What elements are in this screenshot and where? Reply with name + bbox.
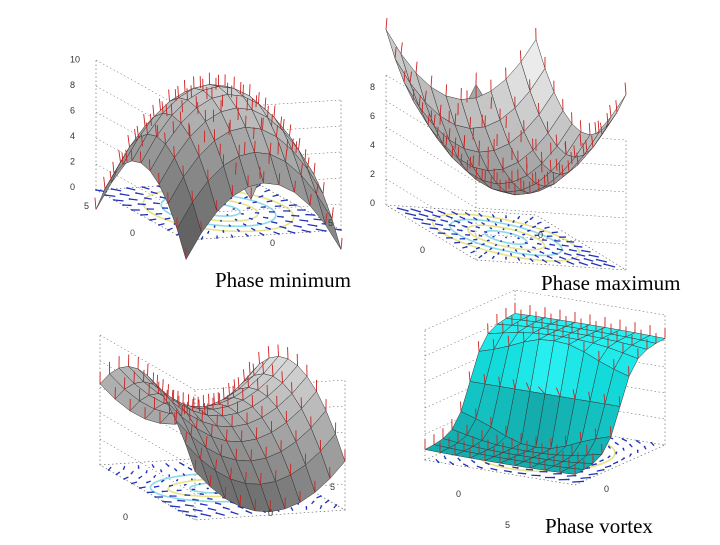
caption-phase-vortex: Phase vortex xyxy=(545,514,653,538)
x-tick-saddle-0: 0 xyxy=(123,512,128,522)
x-tick-vortex-0: 0 xyxy=(456,489,461,499)
panel-phase-maximum: 0 2 4 6 8 0 0 xyxy=(370,18,626,270)
z-tick-max-8: 8 xyxy=(370,82,375,92)
y-tick-min-5: 5 xyxy=(328,218,333,228)
z-tick-min-0: 0 xyxy=(70,182,75,192)
z-tick-min-2: 2 xyxy=(70,157,75,167)
z-tick-max-4: 4 xyxy=(370,140,375,150)
z-tick-max-0: 0 xyxy=(370,198,375,208)
phase-maximum-vector-field xyxy=(397,208,615,267)
z-tick-min-10: 10 xyxy=(70,55,80,65)
y-tick-min-0: 0 xyxy=(270,238,275,248)
x-tick-min-0: 0 xyxy=(130,228,135,238)
z-tick-min-8: 8 xyxy=(70,80,75,90)
x-tick-max-0: 0 xyxy=(420,245,425,255)
z-tick-max-2: 2 xyxy=(370,169,375,179)
phase-saddle-surface xyxy=(100,356,345,512)
panel-phase-vortex: 0 5 0 xyxy=(425,290,665,530)
z-tick-min-6: 6 xyxy=(70,106,75,116)
caption-phase-minimum: Phase minimum xyxy=(215,268,351,292)
x-tick-min-5: 5 xyxy=(84,201,89,211)
panel-phase-saddle: 0 0 5 xyxy=(100,335,345,522)
caption-phase-maximum: Phase maximum xyxy=(541,271,680,295)
y-tick-saddle-5: 5 xyxy=(330,482,335,492)
z-tick-max-6: 6 xyxy=(370,111,375,121)
z-tick-min-4: 4 xyxy=(70,131,75,141)
y-tick-saddle-0: 0 xyxy=(268,508,273,518)
y-tick-max-0: 0 xyxy=(538,230,543,240)
x-tick-vortex-5: 5 xyxy=(505,520,510,530)
y-tick-vortex-0: 0 xyxy=(604,484,609,494)
